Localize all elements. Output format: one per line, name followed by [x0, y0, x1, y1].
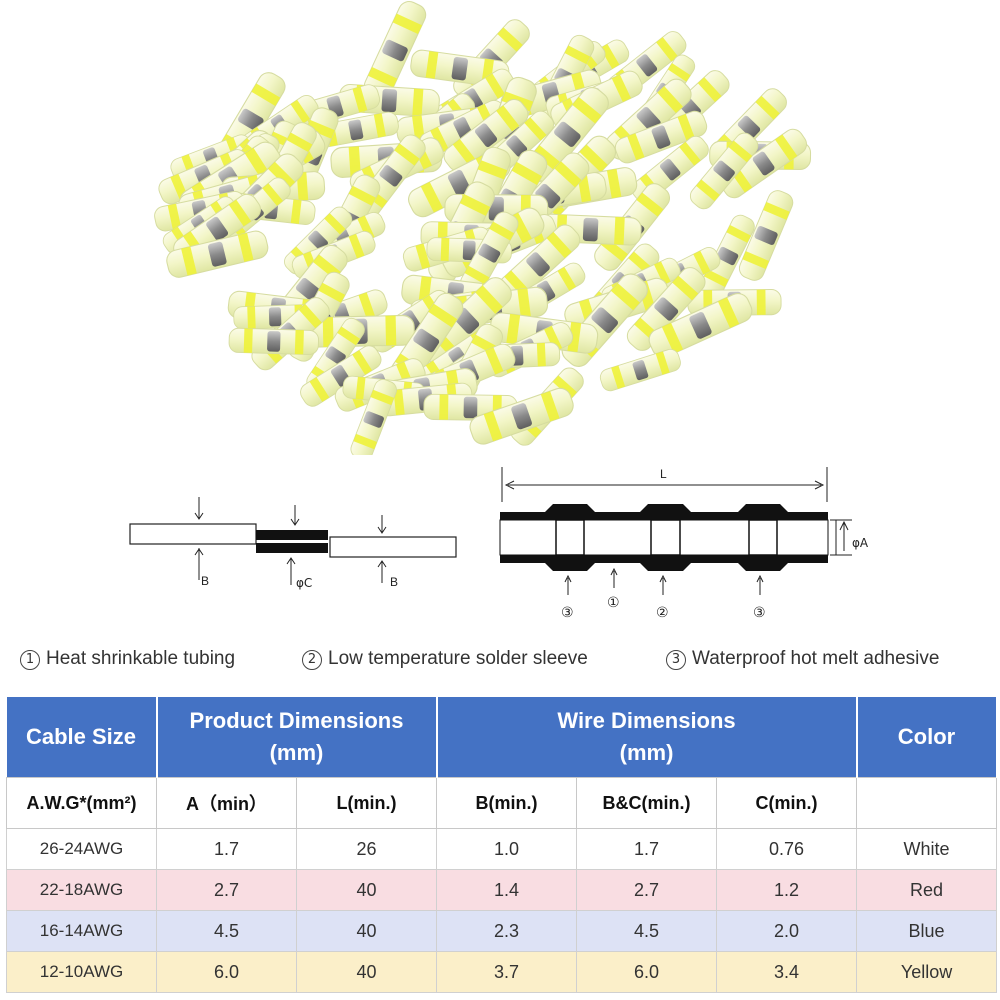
label-l: L — [660, 467, 667, 481]
header-product-dimensions: Product Dimensions (mm) — [156, 697, 438, 778]
label-phi-c: φC — [296, 576, 312, 590]
product-photo — [152, 0, 812, 455]
cell-c: 3.4 — [716, 951, 858, 993]
cell-color: Blue — [856, 910, 998, 952]
legend-text: Low temperature solder sleeve — [328, 648, 588, 669]
component-legend: 1 Heat shrinkable tubing 2 Low temperature… — [0, 648, 1000, 676]
subheader-l: L(min.) — [295, 777, 438, 829]
cell-b: 3.7 — [436, 951, 578, 993]
cell-a: 4.5 — [156, 910, 297, 952]
cell-b: 2.3 — [436, 910, 578, 952]
cell-a: 1.7 — [156, 828, 297, 870]
subheader-c: C(min.) — [716, 777, 858, 829]
legend-text: Heat shrinkable tubing — [46, 648, 236, 669]
cell-bc: 2.7 — [576, 869, 718, 911]
header-color: Color — [856, 697, 998, 778]
connector-image — [597, 346, 684, 394]
cell-c: 0.76 — [716, 828, 858, 870]
cell-color: Red — [856, 869, 998, 911]
header-wire-dimensions: Wire Dimensions (mm) — [436, 697, 858, 778]
cell-b: 1.0 — [436, 828, 578, 870]
table-row: 26-24AWG 1.7 26 1.0 1.7 0.76 White — [6, 828, 998, 870]
table-row: 12-10AWG 6.0 40 3.7 6.0 3.4 Yellow — [6, 951, 998, 993]
cell-awg: 22-18AWG — [6, 869, 157, 911]
cell-l: 26 — [295, 828, 438, 870]
connector-diagram: L φA ③ ① ② ③ — [499, 467, 869, 621]
marker-3-left: ③ — [561, 605, 574, 621]
legend-number: 3 — [666, 650, 686, 670]
header-line: Wire Dimensions — [557, 708, 736, 733]
marker-1: ① — [607, 595, 620, 611]
cell-awg: 26-24AWG — [6, 828, 157, 870]
cell-a: 6.0 — [156, 951, 297, 993]
label-b-right: B — [390, 575, 398, 589]
cell-awg: 16-14AWG — [6, 910, 157, 952]
legend-item-3: 3 Waterproof hot melt adhesive — [666, 648, 939, 670]
subheader-color — [856, 777, 998, 829]
subheader-a: A（min） — [156, 777, 297, 829]
cell-color: Yellow — [856, 951, 998, 993]
subheader-awg: A.W.G*(mm²) — [6, 777, 157, 829]
legend-number: 1 — [20, 650, 40, 670]
subheader-bc: B&C(min.) — [576, 777, 718, 829]
spec-table: Cable Size Product Dimensions (mm) Wire … — [6, 697, 998, 993]
label-phi-a: φA — [852, 536, 869, 550]
table-row: 22-18AWG 2.7 40 1.4 2.7 1.2 Red — [6, 869, 998, 911]
cell-c: 1.2 — [716, 869, 858, 911]
cell-a: 2.7 — [156, 869, 297, 911]
cell-c: 2.0 — [716, 910, 858, 952]
cell-color: White — [856, 828, 998, 870]
legend-item-1: 1 Heat shrinkable tubing — [20, 648, 235, 670]
subheader-b: B(min.) — [436, 777, 578, 829]
cell-bc: 1.7 — [576, 828, 718, 870]
cell-l: 40 — [295, 951, 438, 993]
legend-item-2: 2 Low temperature solder sleeve — [302, 648, 588, 670]
cell-l: 40 — [295, 910, 438, 952]
marker-3-right: ③ — [753, 605, 766, 621]
header-line: (mm) — [269, 740, 324, 765]
cell-l: 40 — [295, 869, 438, 911]
label-b-left: B — [201, 574, 209, 588]
marker-2: ② — [656, 605, 669, 621]
wire-diagram: B φC B — [129, 497, 457, 590]
connector-image — [228, 327, 320, 356]
dimension-diagrams: B φC B L φA ③ ① ② ③ — [129, 467, 869, 621]
table-subheader-row: A.W.G*(mm²) A（min） L(min.) B(min.) B&C(m… — [6, 777, 998, 829]
header-cable-size: Cable Size — [6, 697, 158, 778]
table-header-row: Cable Size Product Dimensions (mm) Wire … — [6, 697, 998, 778]
header-line: (mm) — [619, 740, 674, 765]
legend-number: 2 — [302, 650, 322, 670]
table-row: 16-14AWG 4.5 40 2.3 4.5 2.0 Blue — [6, 910, 998, 952]
cell-bc: 4.5 — [576, 910, 718, 952]
cell-bc: 6.0 — [576, 951, 718, 993]
legend-text: Waterproof hot melt adhesive — [692, 648, 940, 669]
cell-b: 1.4 — [436, 869, 578, 911]
cell-awg: 12-10AWG — [6, 951, 157, 993]
header-line: Product Dimensions — [189, 708, 404, 733]
